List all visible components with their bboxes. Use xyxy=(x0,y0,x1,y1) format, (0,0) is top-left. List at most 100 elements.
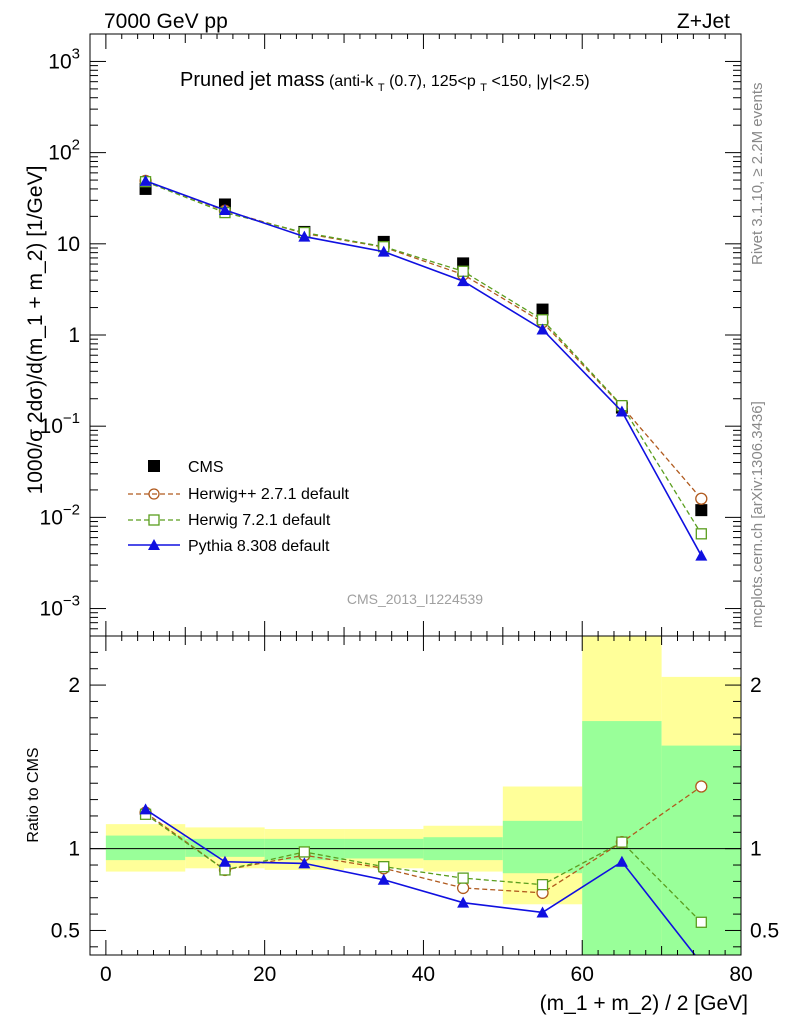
ratio-band-inner-1 xyxy=(185,838,265,857)
plot-title-note-close: <150, |y|<2.5) xyxy=(491,73,589,90)
main-y-tick-label-base-3: 1 xyxy=(68,324,80,347)
ratio-y-tick-label-right-1: 1 xyxy=(750,838,762,861)
ratio-series-pythia xyxy=(139,803,696,955)
main-point-cms-7 xyxy=(695,504,708,517)
main-point-pythia-7 xyxy=(695,549,708,561)
ratio-plot-frame xyxy=(89,635,742,956)
plot-title-note-sub2: T xyxy=(480,82,487,94)
legend-label-herwigpp: Herwig++ 2.7.1 default xyxy=(188,486,350,503)
main-series-herwig7 xyxy=(139,176,707,540)
ratio-point-herwigpp-4 xyxy=(456,881,470,895)
ratio-line-herwig7 xyxy=(145,813,702,923)
main-point-pythia-2 xyxy=(298,230,311,242)
watermark: CMS_2013_I1224539 xyxy=(347,591,483,607)
main-series-cms xyxy=(139,182,708,517)
ratio-y-tick-label-0.5: 0.5 xyxy=(51,919,80,942)
main-y-tick-label-base-5: 10 xyxy=(48,142,71,165)
main-y-tick-label-base-0: 10 xyxy=(40,598,63,621)
main-y-tick-label-base-2: 10 xyxy=(40,415,63,438)
plot-title-note-sub1: T xyxy=(378,82,385,94)
ratio-uncertainty-bands xyxy=(105,636,741,955)
legend-label-herwig7: Herwig 7.2.1 default xyxy=(188,512,331,529)
ratio-band-inner-5 xyxy=(502,820,583,874)
main-point-pythia-0 xyxy=(139,174,152,186)
x-tick-label-20: 20 xyxy=(253,963,276,986)
ratio-point-pythia-0 xyxy=(139,803,152,815)
main-line-herwig7 xyxy=(145,181,702,535)
main-y-tick-label-exp-5: 2 xyxy=(72,137,80,154)
data-series xyxy=(139,174,708,955)
ratio-point-herwig7-4 xyxy=(457,872,469,884)
x-tick-label-40: 40 xyxy=(412,963,435,986)
plot-title-main: Pruned jet mass xyxy=(180,69,325,91)
legend: CMS Herwig++ 2.7.1 default Herwig 7.2.1 … xyxy=(128,459,350,555)
ratio-point-herwig7-2 xyxy=(298,846,311,858)
main-point-herwig7-4 xyxy=(457,265,469,277)
energy-label: 7000 GeV pp xyxy=(104,10,228,33)
legend-label-pythia: Pythia 8.308 default xyxy=(188,538,330,555)
ratio-band-inner-0 xyxy=(105,835,186,861)
main-point-pythia-1 xyxy=(218,203,231,215)
ratio-y-tick-label-2: 2 xyxy=(68,674,80,697)
main-y-tick-label-2: 10−1 xyxy=(40,410,80,438)
main-y-tick-label-exp-2: −1 xyxy=(63,410,80,427)
main-y-tick-label-6: 103 xyxy=(48,45,80,73)
ratio-point-herwig7-6 xyxy=(616,836,628,848)
ratio-point-pythia-3 xyxy=(377,873,390,885)
ratio-point-herwig7-5 xyxy=(536,879,549,891)
main-y-tick-label-base-4: 10 xyxy=(57,233,80,256)
main-series-herwigpp xyxy=(139,174,708,505)
ratio-point-pythia-5 xyxy=(536,906,549,918)
ratio-point-pythia-2 xyxy=(298,857,311,869)
main-y-axis-label: 1000/σ 2dσ)/d(m_1 + m_2) [1/GeV] xyxy=(24,166,47,495)
main-line-herwigpp xyxy=(145,180,702,500)
main-y-tick-label-0: 10−3 xyxy=(40,593,80,621)
ratio-point-pythia-6 xyxy=(615,855,628,867)
legend-marker-herwig7 xyxy=(148,514,160,526)
legend-entry-cms: CMS xyxy=(148,459,224,476)
main-y-tick-label-exp-6: 3 xyxy=(72,45,80,62)
x-tick-label-80: 80 xyxy=(729,963,752,986)
main-y-tick-label-1: 10−2 xyxy=(40,501,80,529)
main-point-pythia-3 xyxy=(377,245,390,257)
main-y-tick-label-4: 10 xyxy=(57,233,80,256)
legend-entry-herwig7: Herwig 7.2.1 default xyxy=(128,512,331,529)
ratio-line-pythia xyxy=(145,808,696,955)
main-point-pythia-4 xyxy=(457,275,470,287)
plot-title-note-open: (anti-k xyxy=(329,73,374,90)
legend-marker-cms xyxy=(148,460,160,472)
legend-marker-herwigpp xyxy=(148,488,160,500)
plot-title-note-mid: (0.7), 125<p xyxy=(389,73,476,90)
ratio-y-axis-label: Ratio to CMS xyxy=(25,747,42,842)
process-label: Z+Jet xyxy=(677,10,730,33)
main-y-tick-label-exp-0: −3 xyxy=(63,593,80,610)
x-tick-label-60: 60 xyxy=(571,963,594,986)
main-y-tick-label-exp-1: −2 xyxy=(63,501,80,518)
main-point-herwig7-7 xyxy=(695,528,707,540)
ratio-point-pythia-1 xyxy=(218,855,231,867)
legend-marker-pythia xyxy=(148,539,160,550)
main-point-herwigpp-7 xyxy=(695,492,708,505)
ratio-point-herwigpp-7 xyxy=(695,780,708,793)
x-axis-label: (m_1 + m_2) / 2 [GeV] xyxy=(540,992,748,1015)
rivet-version-label: Rivet 3.1.10, ≥ 2.2M events xyxy=(749,83,766,266)
main-y-tick-label-3: 1 xyxy=(68,324,80,347)
main-line-pythia xyxy=(145,180,703,557)
plot-title: Pruned jet mass (anti-k T (0.7), 125<p T… xyxy=(180,69,590,95)
main-y-tick-label-base-6: 10 xyxy=(48,50,71,73)
ratio-point-pythia-4 xyxy=(457,896,470,908)
ratio-point-herwig7-3 xyxy=(378,861,390,873)
main-series-pythia xyxy=(139,174,708,561)
main-point-pythia-5 xyxy=(536,323,549,335)
mcplots-label: mcplots.cern.ch [arXiv:1306.3436] xyxy=(749,401,766,628)
main-point-herwig7-5 xyxy=(536,314,549,326)
ratio-point-herwig7-7 xyxy=(695,916,707,928)
ratio-line-herwigpp xyxy=(145,785,702,894)
main-y-tick-label-5: 102 xyxy=(48,137,80,165)
x-tick-label-0: 0 xyxy=(100,963,112,986)
legend-label-cms: CMS xyxy=(188,459,224,476)
ratio-y-tick-label-right-0.5: 0.5 xyxy=(750,919,779,942)
main-point-pythia-6 xyxy=(615,405,628,417)
